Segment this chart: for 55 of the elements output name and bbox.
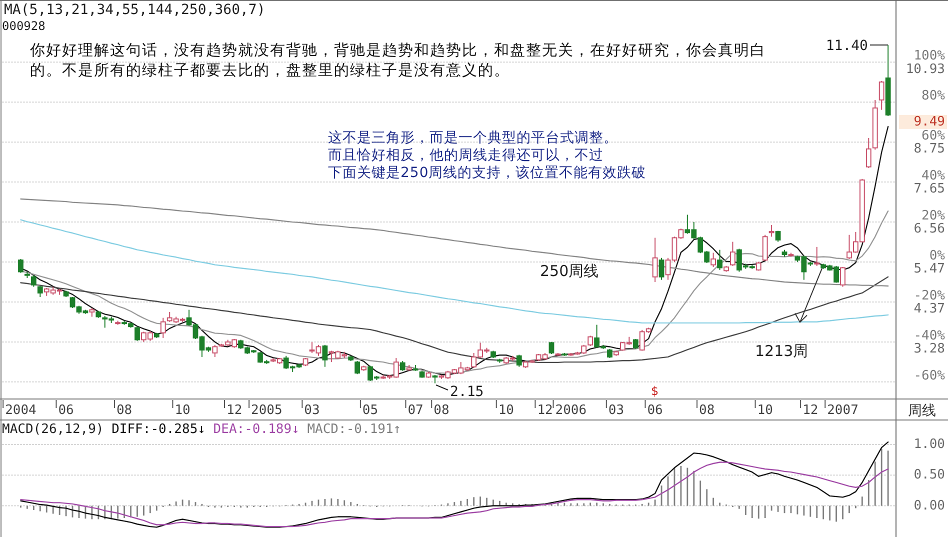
y2-tick-label: 20% xyxy=(922,208,946,224)
x-tick-label: 06 xyxy=(647,403,663,418)
y2-tick-label: 80% xyxy=(922,88,946,104)
x-tick-label: 12 xyxy=(226,403,242,418)
annotation: 250周线 xyxy=(540,262,599,280)
x-tick-label: 05 xyxy=(362,403,378,418)
y-tick-label: 6.56 xyxy=(914,222,945,237)
y2-tick-label: 60% xyxy=(922,128,946,144)
y-tick-label: 3.28 xyxy=(914,341,945,356)
x-tick-label: 03 xyxy=(304,403,320,418)
x-tick-label: 2006 xyxy=(555,403,587,418)
annotation: 你好好理解这句话，没有趋势就没有背驰，背驰是趋势和趋势比，和盘整无关，在好好研究，你会真明白的。不是所有的绿柱子都要去比的，盘整里的绿柱子是没有意义的。 xyxy=(29,41,766,79)
y-tick-label: 7.65 xyxy=(914,182,945,197)
annotation: 而且恰好相反，他的周线走得还可以，不过 xyxy=(328,148,604,164)
y-tick-label: 5.47 xyxy=(914,261,945,276)
x-tick-label: 08 xyxy=(434,403,450,418)
annotation: 11.40 xyxy=(826,38,868,54)
y-tick-label: 4.37 xyxy=(914,302,945,317)
x-tick-label: 2004 xyxy=(5,403,37,418)
x-tick-label: 03 xyxy=(608,403,624,418)
x-tick-label: 10 xyxy=(174,403,190,418)
y-tick-label: 0.50 xyxy=(914,468,945,483)
text: 000928 xyxy=(2,19,46,33)
y2-tick-label: 100% xyxy=(914,48,946,64)
y2-tick-label: -60% xyxy=(914,368,946,384)
y2-tick-label: 40% xyxy=(922,168,946,184)
x-tick-label: 08 xyxy=(116,403,132,418)
annotation: $ xyxy=(651,384,659,398)
y-tick-label: 9.49 xyxy=(914,114,945,130)
annotation: 下面关键是250周线的支持，该位置不能有效跌破 xyxy=(328,165,646,181)
x-tick-label: 06 xyxy=(58,403,74,418)
annotation: 1213周 xyxy=(755,342,808,360)
x-tick-label: 12 xyxy=(802,403,818,418)
y2-tick-label: -20% xyxy=(914,288,946,304)
annotation: 2.15 xyxy=(450,384,484,400)
x-tick-label: 2005 xyxy=(251,403,282,418)
x-axis-title: 周线 xyxy=(908,403,936,419)
chart-title: MA(5,13,21,34,55,144,250,360,7) xyxy=(4,2,266,18)
y2-tick-label: 0% xyxy=(929,248,946,264)
chart-title: MACD(26,12,9) xyxy=(2,422,104,437)
y-tick-label: 1.00 xyxy=(914,437,945,452)
y-tick-label: 10.93 xyxy=(906,62,945,77)
y2-tick-label: -40% xyxy=(914,328,946,344)
x-tick-label: 08 xyxy=(699,403,715,418)
x-tick-label: 10 xyxy=(498,403,514,418)
text: MACD:-0.191↑ xyxy=(307,422,402,437)
text: DEA:-0.189↓ xyxy=(213,422,300,437)
x-tick-label: 07 xyxy=(408,403,424,418)
x-tick-label: 2007 xyxy=(827,403,858,418)
annotation: 这不是三角形，而是一个典型的平台式调整。 xyxy=(328,130,618,146)
x-tick-label: 10 xyxy=(757,403,773,418)
text: DIFF:-0.285↓ xyxy=(112,422,206,437)
y-tick-label: 0.00 xyxy=(914,498,945,514)
y-tick-label: 8.75 xyxy=(914,141,945,156)
x-tick-label: 12 xyxy=(537,403,553,418)
